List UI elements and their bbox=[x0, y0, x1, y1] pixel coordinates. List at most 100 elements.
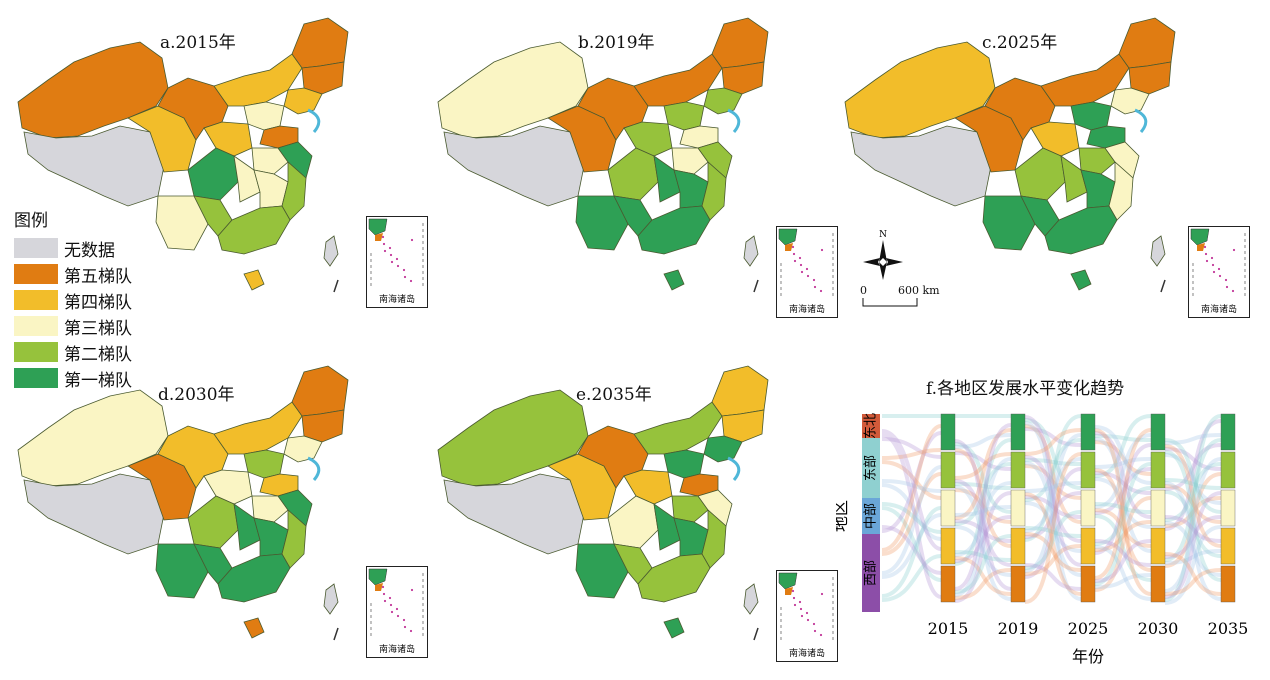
sankey-node bbox=[1080, 489, 1096, 527]
sankey-flow bbox=[1094, 471, 1152, 495]
sankey-flow bbox=[1024, 532, 1082, 572]
legend-item: 第五梯队 bbox=[14, 261, 174, 287]
inset-dot bbox=[806, 618, 810, 622]
province-region bbox=[217, 205, 291, 255]
inset-dot bbox=[798, 600, 802, 604]
legend-item: 第四梯队 bbox=[14, 287, 174, 313]
inset-border bbox=[780, 233, 834, 297]
sankey-flow bbox=[1024, 415, 1082, 567]
province-region bbox=[663, 101, 705, 131]
sankey-flow bbox=[1094, 425, 1152, 485]
sankey-flow bbox=[881, 513, 942, 579]
legend-item: 第二梯队 bbox=[14, 339, 174, 365]
province-region bbox=[743, 235, 759, 267]
sankey-flow bbox=[1024, 452, 1082, 604]
legend-title: 图例 bbox=[14, 211, 48, 231]
inset-dot bbox=[791, 245, 795, 249]
sankey-flow bbox=[1164, 491, 1222, 599]
sankey-flow bbox=[881, 502, 942, 534]
province-region bbox=[323, 235, 339, 267]
sankey-xlabel: 年份 bbox=[1072, 647, 1104, 666]
sankey-flow bbox=[1024, 433, 1082, 573]
sankey-flow bbox=[881, 429, 942, 551]
sankey-flow bbox=[881, 433, 942, 599]
province-region bbox=[187, 147, 239, 201]
sankey-flow bbox=[1024, 455, 1082, 543]
legend-swatch bbox=[14, 290, 58, 310]
sankey-flow bbox=[881, 483, 942, 541]
legend-swatch bbox=[14, 238, 58, 258]
sankey-flow bbox=[1164, 444, 1222, 548]
sankey-flow bbox=[1164, 443, 1222, 491]
province-region bbox=[653, 155, 681, 203]
sankey-flow bbox=[954, 485, 1012, 601]
sankey-flow bbox=[1094, 457, 1152, 469]
province-region bbox=[213, 401, 303, 455]
sankey-node bbox=[940, 527, 956, 565]
inset-island bbox=[375, 583, 383, 591]
map-panel-b bbox=[428, 10, 778, 330]
sankey-region-node bbox=[862, 438, 880, 498]
sankey-flow bbox=[1024, 438, 1082, 502]
province-region bbox=[217, 553, 291, 603]
china-map-2025 bbox=[844, 17, 1176, 293]
north-arrow-icon: N bbox=[858, 228, 908, 286]
sankey-flow bbox=[1094, 545, 1152, 601]
province-region bbox=[1014, 147, 1066, 201]
inset-dot bbox=[819, 633, 823, 637]
province-region bbox=[671, 495, 709, 523]
sankey-flow bbox=[1094, 486, 1152, 546]
sankey-node bbox=[1220, 527, 1236, 565]
sankey-flow bbox=[1024, 458, 1082, 466]
sankey-region-label: 西部 bbox=[864, 560, 879, 586]
province-region bbox=[711, 365, 769, 417]
sankey-node bbox=[1010, 527, 1026, 565]
inset-dot bbox=[800, 270, 804, 274]
province-region bbox=[623, 121, 673, 157]
dash-line bbox=[1160, 279, 1166, 293]
legend-swatch bbox=[14, 316, 58, 336]
inset-landmass bbox=[1190, 228, 1210, 246]
province-region bbox=[743, 583, 759, 615]
south-china-sea-inset-d: 南海诸岛 bbox=[366, 566, 428, 658]
sankey-region-node bbox=[862, 534, 880, 612]
sankey-flow bbox=[954, 457, 1012, 597]
sankey-year-label: 2025 bbox=[1068, 619, 1109, 638]
sankey-flow bbox=[1024, 464, 1082, 500]
province-region bbox=[283, 435, 323, 463]
inset-dot bbox=[381, 585, 385, 589]
sankey-flow bbox=[1164, 481, 1222, 601]
inset-dot bbox=[792, 252, 796, 256]
province-region bbox=[1118, 17, 1176, 69]
legend-swatch bbox=[14, 342, 58, 362]
panel-title-c: c.2025年 bbox=[982, 33, 1058, 53]
province-region bbox=[277, 141, 313, 179]
province-region bbox=[23, 473, 165, 555]
sankey-flow bbox=[1094, 433, 1152, 509]
province-region bbox=[671, 147, 709, 175]
panel-title-a: a.2015年 bbox=[160, 33, 236, 53]
sankey-flow bbox=[1164, 438, 1222, 562]
sankey-flow bbox=[954, 515, 1012, 563]
province-region bbox=[1078, 147, 1116, 175]
sankey-title: f.各地区发展水平变化趋势 bbox=[926, 379, 1125, 399]
sankey-node bbox=[1220, 451, 1236, 489]
sankey-flow bbox=[1024, 467, 1082, 579]
inset-island bbox=[785, 243, 793, 251]
sankey-region-node bbox=[862, 414, 880, 438]
inset-dot bbox=[820, 248, 824, 252]
inset-dot bbox=[409, 629, 413, 633]
province-region bbox=[711, 17, 769, 69]
inset-border bbox=[370, 573, 424, 637]
province-region bbox=[633, 401, 723, 455]
south-china-sea-inset-c: 南海诸岛 bbox=[1188, 226, 1250, 318]
inset-dot bbox=[403, 275, 407, 279]
sankey-flow bbox=[1024, 481, 1082, 493]
sankey-flow bbox=[1164, 447, 1222, 471]
inset-border bbox=[1192, 233, 1246, 297]
province-region bbox=[1060, 155, 1088, 203]
sankey-flow bbox=[881, 554, 942, 602]
inset-dot bbox=[389, 253, 393, 257]
sankey-flow bbox=[1164, 453, 1222, 505]
sankey-flow bbox=[1094, 539, 1152, 583]
